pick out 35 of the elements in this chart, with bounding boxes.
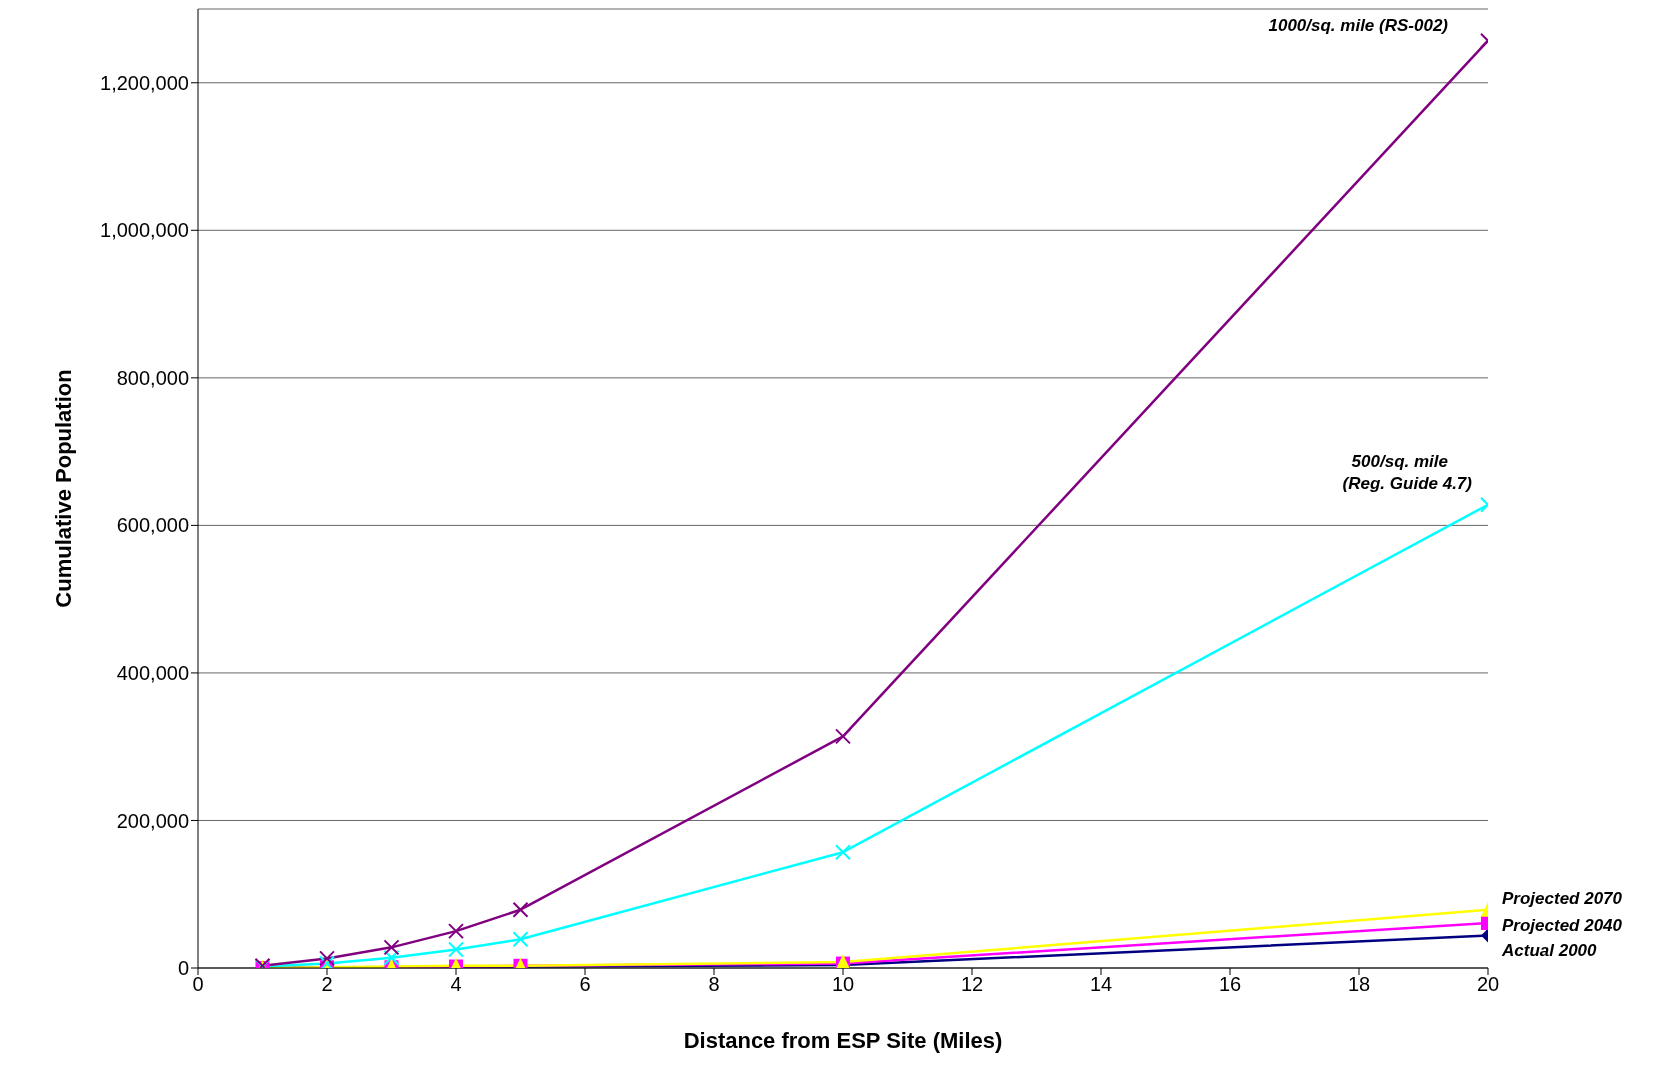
y-axis-title: Cumulative Population <box>50 369 76 608</box>
point <box>448 941 464 958</box>
x-tick-label: 4 <box>450 973 462 996</box>
y-tick-label: 1,200,000 <box>100 71 189 94</box>
y-tick-label: 1,000,000 <box>100 219 189 242</box>
point <box>319 950 335 967</box>
x-axis-title: Distance from ESP Site (Miles) <box>683 1028 1003 1053</box>
point <box>835 844 851 861</box>
series-label: Projected 2070 <box>1502 888 1623 908</box>
point <box>835 728 851 745</box>
point <box>512 901 529 918</box>
series-label: Actual 2000 <box>1501 940 1598 960</box>
x-tick-label: 10 <box>831 973 855 996</box>
y-tick-label: 800,000 <box>116 366 189 389</box>
point <box>383 949 400 966</box>
series-label: 1000/sq. mile (RS-002) <box>1268 15 1449 35</box>
point <box>512 931 529 948</box>
point <box>383 939 400 956</box>
x-tick-label: 6 <box>579 973 591 996</box>
series-label: Projected 2040 <box>1502 916 1623 935</box>
x-tick-label: 20 <box>1476 973 1500 996</box>
point <box>448 923 464 940</box>
x-tick-label: 18 <box>1347 973 1371 996</box>
x-tick-label: 12 <box>960 973 984 996</box>
x-tick-label: 16 <box>1218 973 1242 996</box>
y-tick-label: 200,000 <box>116 809 189 832</box>
x-tick-label: 0 <box>192 973 204 996</box>
y-tick-label: 400,000 <box>116 662 189 685</box>
y-tick-label: 600,000 <box>116 514 189 537</box>
point <box>319 955 335 968</box>
series-label: 500/sq. mile (Reg. Guide 4.7) <box>1342 451 1473 493</box>
x-tick-label: 8 <box>708 973 720 996</box>
x-tick-label: 2 <box>321 973 333 996</box>
y-tick-label: 0 <box>177 957 189 980</box>
x-tick-label: 14 <box>1089 973 1113 996</box>
